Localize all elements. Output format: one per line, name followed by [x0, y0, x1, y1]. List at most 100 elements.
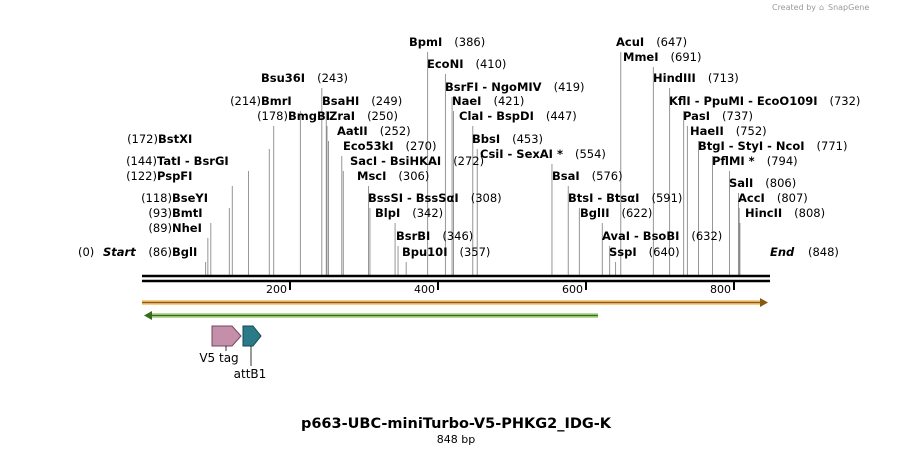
site-mmei[interactable]: MmeI (691)	[623, 50, 701, 64]
site-position: (86)	[148, 245, 172, 259]
site-labels: (86) BglI (89) NheI(93) BmtI(118) BseYI (122) P…	[126, 35, 860, 259]
site-econi[interactable]: EcoNI (410)	[427, 57, 506, 71]
site-sali[interactable]: SalI (806)	[729, 176, 796, 190]
site-name: SspI	[609, 245, 637, 259]
site-bsai[interactable]: BsaI (576)	[552, 169, 623, 183]
ruler: 200 400 600 800	[266, 282, 735, 296]
end-position: (848)	[808, 245, 839, 259]
site-pasi[interactable]: PasI (737)	[683, 109, 753, 123]
site-position: (249)	[371, 94, 402, 108]
site-bsssi[interactable]: BssSI - BssSαI (308)	[368, 191, 502, 205]
site-avai[interactable]: AvaI - BsoBI (632)	[602, 229, 722, 243]
site-name: MscI	[357, 169, 386, 183]
site-sspi[interactable]: SspI (640)	[609, 245, 680, 259]
site-position: (771)	[817, 139, 848, 153]
site-bmti[interactable]: (93) BmtI	[148, 206, 202, 220]
site-blpi[interactable]: BlpI (342)	[375, 206, 443, 220]
site-name: KflI - PpuMI - EcoO109I	[669, 94, 817, 108]
attb1-feature[interactable]: attB1	[234, 325, 267, 381]
site-name: AatII	[337, 124, 368, 138]
site-position: (421)	[493, 94, 524, 108]
site-bbsi[interactable]: BbsI (453)	[472, 132, 543, 146]
site-name: BseYI	[172, 191, 208, 205]
site-position: (713)	[708, 71, 739, 85]
site-name: PasI	[683, 109, 710, 123]
site-bsrfi[interactable]: BsrFI - NgoMIV (419)	[445, 80, 585, 94]
site-name: BpmI	[409, 35, 442, 49]
site-bseyi[interactable]: (118) BseYI	[141, 191, 208, 205]
site-name: BtsI - BtsαI	[568, 191, 639, 205]
orange-orf[interactable]	[142, 298, 768, 307]
site-position: (576)	[592, 169, 623, 183]
site-name: SalI	[729, 176, 753, 190]
site-bgli[interactable]: (86) BglI	[148, 245, 197, 259]
site-naei[interactable]: NaeI (421)	[452, 94, 524, 108]
site-bglii[interactable]: BglII (622)	[580, 206, 652, 220]
site-haeii[interactable]: HaeII (752)	[690, 124, 767, 138]
site-name: NaeI	[452, 94, 481, 108]
site-position: (419)	[554, 80, 585, 94]
site-nhei[interactable]: (89) NheI	[148, 221, 202, 235]
site-name: CsiI - SexAI *	[480, 147, 563, 161]
site-saci[interactable]: SacI - BsiHKAI (272)	[350, 154, 484, 168]
site-name: PspFI	[157, 169, 192, 183]
ruler-tick-label: 400	[414, 283, 435, 296]
site-position: (752)	[736, 124, 767, 138]
site-zrai[interactable]: ZraI (250)	[329, 109, 398, 123]
site-name: BbsI	[472, 132, 500, 146]
green-orf[interactable]	[144, 311, 598, 320]
site-eco53ki[interactable]: Eco53kI (270)	[343, 139, 436, 153]
site-position: (306)	[398, 169, 429, 183]
site-acci[interactable]: AccI (807)	[738, 191, 808, 205]
site-kfli[interactable]: KflI - PpuMI - EcoO109I (732)	[669, 94, 860, 108]
site-name: PflMI *	[712, 154, 755, 168]
snapgene-credit: Created by ⌂ SnapGene	[772, 3, 869, 12]
site-position: (453)	[512, 132, 543, 146]
site-bpmi[interactable]: BpmI (386)	[409, 35, 485, 49]
site-pspfi[interactable]: (122) PspFI	[126, 169, 192, 183]
site-position: (794)	[767, 154, 798, 168]
site-pflmi[interactable]: PflMI * (794)	[712, 154, 798, 168]
site-name: HaeII	[690, 124, 724, 138]
site-position: (732)	[829, 94, 860, 108]
site-bpu10i[interactable]: Bpu10I (357)	[402, 245, 490, 259]
site-name: NheI	[172, 221, 202, 235]
site-name: ZraI	[329, 109, 355, 123]
end-label: End	[770, 245, 795, 259]
site-aatii[interactable]: AatII (252)	[337, 124, 411, 138]
site-bsrbi[interactable]: BsrBI (346)	[396, 229, 473, 243]
site-position: (622)	[622, 206, 653, 220]
site-hindiii[interactable]: HindIII (713)	[653, 71, 739, 85]
sequence-backbone	[142, 274, 770, 283]
site-csii[interactable]: CsiI - SexAI * (554)	[480, 147, 606, 161]
site-bmri[interactable]: (214) BmrI	[230, 94, 292, 108]
site-btgi[interactable]: BtgI - StyI - NcoI (771)	[698, 139, 847, 153]
site-name: BsrFI - NgoMIV	[445, 80, 542, 94]
snapgene-logo-icon: ⌂	[819, 3, 824, 12]
site-btsi[interactable]: BtsI - BtsαI (591)	[568, 191, 682, 205]
site-bmgbi[interactable]: (178) BmgBI	[257, 109, 330, 123]
site-bstxi[interactable]: (172) BstXI	[127, 132, 192, 146]
site-msci[interactable]: MscI (306)	[357, 169, 429, 183]
site-position: (737)	[722, 109, 753, 123]
site-acui[interactable]: AcuI (647)	[616, 35, 687, 49]
site-position: (647)	[656, 35, 687, 49]
site-position: (118)	[141, 191, 172, 205]
site-clai[interactable]: ClaI - BspDI (447)	[459, 109, 577, 123]
site-hincii[interactable]: HincII (808)	[745, 206, 825, 220]
site-name: AccI	[738, 191, 765, 205]
site-bsahi[interactable]: BsaHI (249)	[322, 94, 402, 108]
site-position: (144)	[126, 154, 157, 168]
site-name: ClaI - BspDI	[459, 109, 534, 123]
v5-tag-feature[interactable]: V5 tag	[199, 325, 242, 365]
site-name: TatI - BsrGI	[157, 154, 229, 168]
site-position: (386)	[454, 35, 485, 49]
site-bsu36i[interactable]: Bsu36I (243)	[261, 71, 348, 85]
site-position: (447)	[546, 109, 577, 123]
site-name: BglII	[580, 206, 610, 220]
site-tati[interactable]: (144) TatI - BsrGI	[126, 154, 229, 168]
site-position: (178)	[257, 109, 288, 123]
site-position: (252)	[380, 124, 411, 138]
ruler-tick-label: 600	[562, 283, 583, 296]
